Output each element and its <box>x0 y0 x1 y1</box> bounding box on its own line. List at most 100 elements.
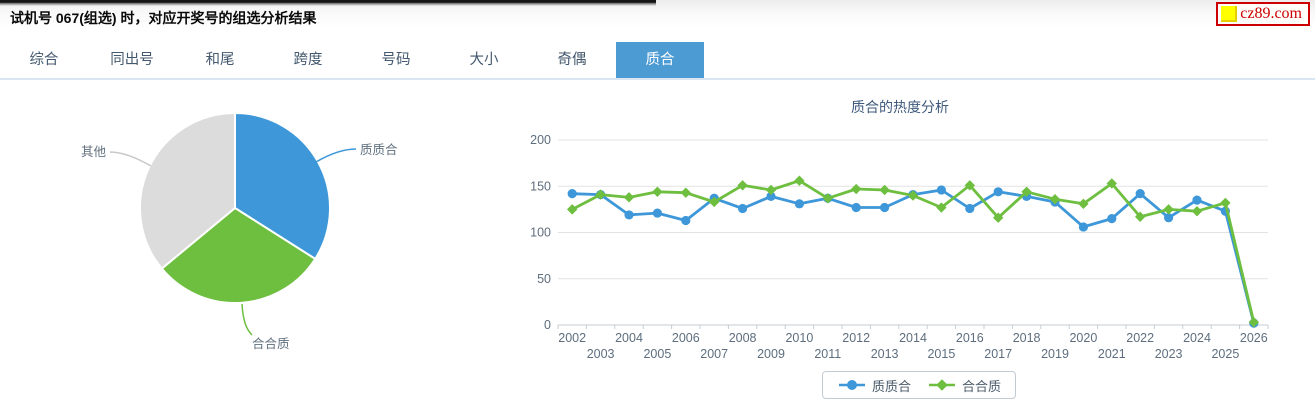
y-tick-label-100: 100 <box>530 226 551 240</box>
pie-leader-zhizhihe <box>315 148 357 163</box>
tab-hewei[interactable]: 和尾 <box>205 52 235 68</box>
x-tick-label-2007: 2007 <box>700 347 728 361</box>
x-tick-label-2006: 2006 <box>672 331 700 345</box>
data-point-circle-2002 <box>567 189 577 199</box>
line-chart: 质合的热度分析 0 50 100 150 200 2002 2003 2004 2005 2006… <box>530 85 1315 385</box>
data-point-circle-2017 <box>993 187 1003 197</box>
legend-marker-diamond-icon <box>929 379 956 391</box>
data-point-diamond-2021 <box>1106 178 1117 189</box>
header-dark-strip <box>0 0 656 6</box>
x-tick-label-2015: 2015 <box>927 347 955 361</box>
pie-chart-svg: 质质合 其他 合合质 <box>81 111 398 351</box>
site-logo-text: cz89.com <box>1240 5 1302 22</box>
chart-legend: 质质合 合合质 <box>822 371 1017 399</box>
x-tick-label-2020: 2020 <box>1069 331 1097 345</box>
x-tick-label-2023: 2023 <box>1155 347 1183 361</box>
data-point-circle-2013 <box>880 202 890 213</box>
page-title: 试机号 067(组选) 时，对应开奖号的组选分析结果 <box>10 10 317 26</box>
tab-daxiao[interactable]: 大小 <box>469 52 499 68</box>
x-tick-label-2014: 2014 <box>899 331 927 345</box>
pie-leader-qita <box>109 151 152 167</box>
x-tick-label-2012: 2012 <box>842 331 870 345</box>
pie-slice-1[interactable] <box>160 206 317 304</box>
y-tick-label-0: 0 <box>544 318 551 332</box>
tab-zonghe[interactable]: 综合 <box>29 52 59 68</box>
y-tick-label-50: 50 <box>537 272 551 286</box>
data-point-diamond-2026 <box>1248 317 1259 328</box>
data-point-diamond-2014 <box>907 190 919 201</box>
site-logo[interactable]: cz89.com <box>1216 2 1310 26</box>
pie-chart: 质质合 其他 合合质 <box>0 78 500 388</box>
tab-kuadu[interactable]: 跨度 <box>293 52 323 68</box>
data-point-diamond-2006 <box>680 187 691 198</box>
line-chart-title: 质合的热度分析 <box>851 99 949 115</box>
line-chart-plot: 0 50 100 150 200 2002200320042005200620072008… <box>530 133 1269 361</box>
legend-label-zhizhihe: 质质合 <box>872 378 912 394</box>
data-point-diamond-2025 <box>1220 197 1231 209</box>
x-tick-label-2025: 2025 <box>1211 347 1239 361</box>
tab-bar: 综合 同出号 和尾 跨度 号码 大小 奇偶 质合 <box>0 42 1315 80</box>
data-point-circle-2024 <box>1192 195 1202 205</box>
x-tick-label-2013: 2013 <box>871 347 899 361</box>
pie-label-zhizhihe: 质质合 <box>360 142 398 157</box>
data-point-circle-2022 <box>1135 189 1145 199</box>
x-tick-label-2016: 2016 <box>956 331 984 345</box>
data-point-circle-2008 <box>738 203 748 214</box>
data-point-diamond-2015 <box>936 202 947 213</box>
pie-label-qita: 其他 <box>81 145 107 159</box>
x-tick-label-2017: 2017 <box>984 347 1012 361</box>
data-point-circle-2020 <box>1078 222 1088 232</box>
data-point-circle-2010 <box>794 199 804 209</box>
data-point-diamond-2010 <box>794 175 805 186</box>
pie-slice-2[interactable] <box>139 111 236 270</box>
x-tick-label-2005: 2005 <box>643 347 671 361</box>
data-point-diamond-2013 <box>879 184 890 196</box>
x-tick-label-2018: 2018 <box>1013 331 1041 345</box>
data-point-diamond-2022 <box>1135 211 1146 222</box>
data-point-diamond-2019 <box>1049 194 1061 205</box>
data-point-circle-2012 <box>851 202 861 213</box>
data-point-circle-2016 <box>965 203 975 214</box>
x-tick-label-2019: 2019 <box>1041 347 1069 361</box>
legend-label-hehezhi: 合合质 <box>962 378 1002 394</box>
data-point-diamond-2004 <box>623 192 635 203</box>
data-point-diamond-2008 <box>737 180 748 191</box>
legend-item-zhizhihe[interactable]: 质质合 <box>837 376 911 395</box>
x-tick-label-2004: 2004 <box>615 331 643 345</box>
tab-qiou[interactable]: 奇偶 <box>557 52 587 68</box>
x-tick-label-2003: 2003 <box>587 347 615 361</box>
x-tick-label-2022: 2022 <box>1126 331 1154 345</box>
data-point-circle-2005 <box>652 208 662 218</box>
x-tick-label-2010: 2010 <box>785 331 813 345</box>
data-point-diamond-2020 <box>1078 198 1089 210</box>
data-point-diamond-2018 <box>1021 186 1032 197</box>
data-point-diamond-2024 <box>1191 206 1203 217</box>
y-tick-label-150: 150 <box>530 179 551 193</box>
data-point-diamond-2002 <box>567 204 578 215</box>
x-tick-label-2002: 2002 <box>558 331 586 345</box>
data-point-diamond-2005 <box>652 186 663 197</box>
x-tick-label-2024: 2024 <box>1183 331 1211 345</box>
legend-marker-circle-icon <box>839 380 865 390</box>
data-point-circle-2004 <box>624 210 634 220</box>
legend-item-hehezhi[interactable]: 合合质 <box>927 376 1001 395</box>
tab-haoma[interactable]: 号码 <box>381 52 411 68</box>
pie-label-hehezhi: 合合质 <box>252 336 290 351</box>
x-tick-label-2008: 2008 <box>729 331 757 345</box>
x-tick-label-2026: 2026 <box>1240 331 1268 345</box>
logo-yellow-square-icon <box>1221 6 1238 22</box>
data-point-circle-2023 <box>1164 213 1174 223</box>
data-point-circle-2015 <box>936 185 946 195</box>
x-tick-label-2009: 2009 <box>757 347 785 361</box>
data-point-circle-2009 <box>766 191 776 202</box>
x-tick-label-2011: 2011 <box>814 347 841 361</box>
x-tick-label-2021: 2021 <box>1098 347 1126 361</box>
legend-diamond-1 <box>936 379 948 391</box>
line-chart-svg: 质合的热度分析 0 50 100 150 200 20022003200420052006… <box>530 99 1269 361</box>
pie-leader-hehezhi <box>241 303 253 336</box>
data-point-diamond-2012 <box>851 183 862 195</box>
data-point-diamond-2009 <box>765 184 777 196</box>
tab-tongchuhao[interactable]: 同出号 <box>110 52 154 68</box>
tab-zhihe[interactable]: 质合 <box>616 42 704 78</box>
